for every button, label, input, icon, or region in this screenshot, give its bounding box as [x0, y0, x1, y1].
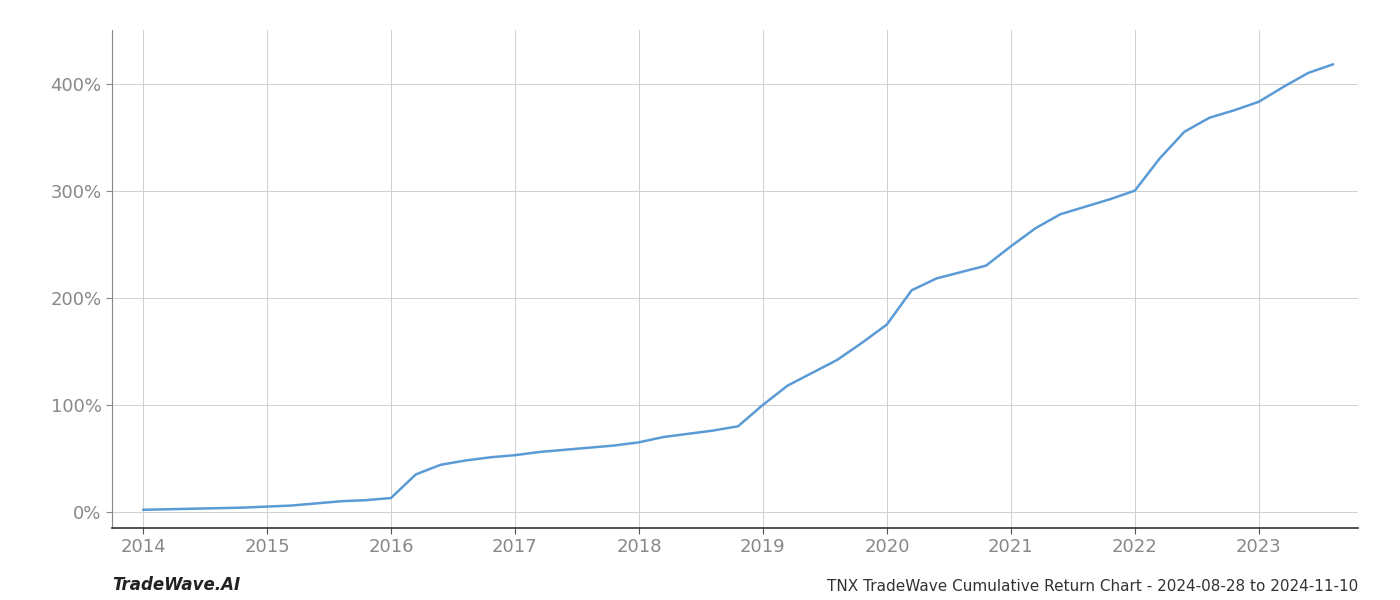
Text: TNX TradeWave Cumulative Return Chart - 2024-08-28 to 2024-11-10: TNX TradeWave Cumulative Return Chart - …: [827, 579, 1358, 594]
Text: TradeWave.AI: TradeWave.AI: [112, 576, 241, 594]
